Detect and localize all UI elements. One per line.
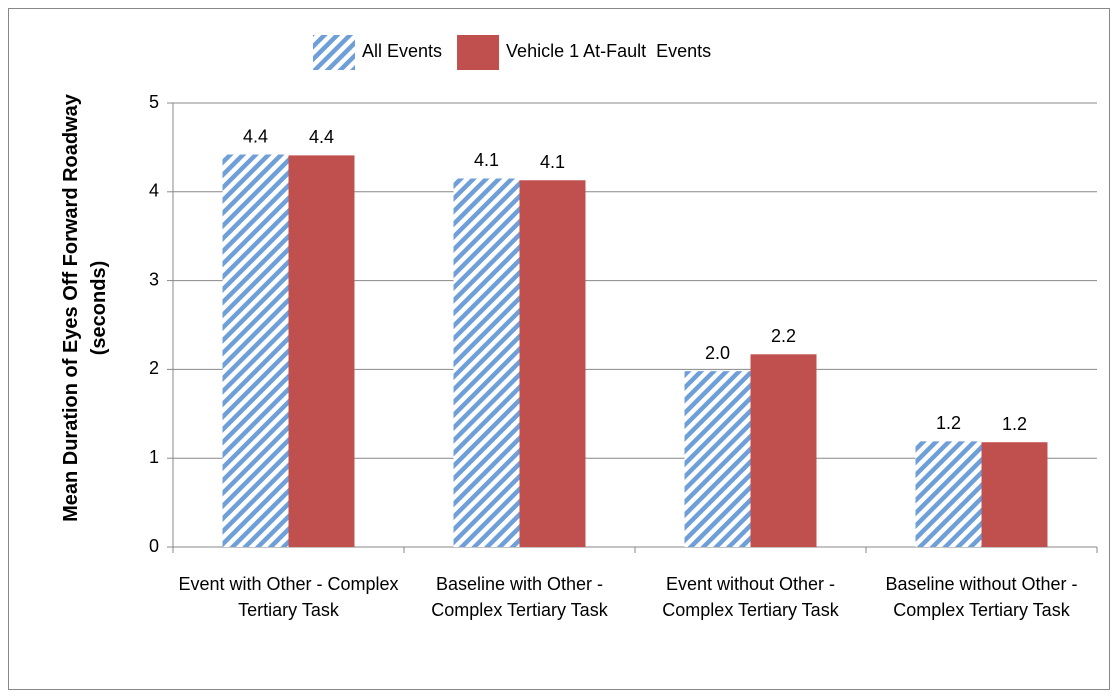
- data-label: 4.1: [540, 152, 565, 172]
- data-label: 1.2: [936, 413, 961, 433]
- data-label: 4.4: [243, 126, 268, 146]
- x-tick-label: Event with Other - Complex Tertiary Task: [178, 574, 399, 620]
- data-label: 4.1: [474, 150, 499, 170]
- y-tick-label: 4: [149, 181, 159, 201]
- bar: [981, 442, 1048, 547]
- bar: [222, 154, 289, 547]
- y-tick-label: 1: [149, 447, 159, 467]
- legend-swatch: [457, 35, 500, 70]
- y-tick-label: 3: [149, 269, 159, 289]
- legend-label: All Events: [362, 41, 442, 61]
- legend-swatch: [313, 35, 355, 70]
- x-tick-label: Baseline with Other - Complex Tertiary T…: [431, 574, 608, 620]
- bar: [915, 441, 982, 547]
- x-tick-label: Baseline without Other - Complex Tertiar…: [885, 574, 1078, 620]
- bar: [453, 178, 520, 548]
- y-tick-label: 2: [149, 358, 159, 378]
- data-label: 2.0: [705, 343, 730, 363]
- y-axis-title: Mean Duration of Eyes Off Forward Roadwa…: [60, 94, 110, 522]
- legend-label: Vehicle 1 At-Fault Events: [506, 41, 711, 61]
- bar: [750, 354, 817, 547]
- x-tick-label: Event without Other - Complex Tertiary T…: [662, 574, 839, 620]
- y-tick-label: 0: [149, 536, 159, 556]
- y-tick-label: 5: [149, 92, 159, 112]
- bar: [684, 371, 751, 547]
- data-label: 4.4: [309, 127, 334, 147]
- chart-border: [8, 8, 1110, 690]
- data-label: 1.2: [1002, 414, 1027, 434]
- data-label: 2.2: [771, 326, 796, 346]
- bar: [288, 155, 355, 547]
- bar: [519, 180, 586, 548]
